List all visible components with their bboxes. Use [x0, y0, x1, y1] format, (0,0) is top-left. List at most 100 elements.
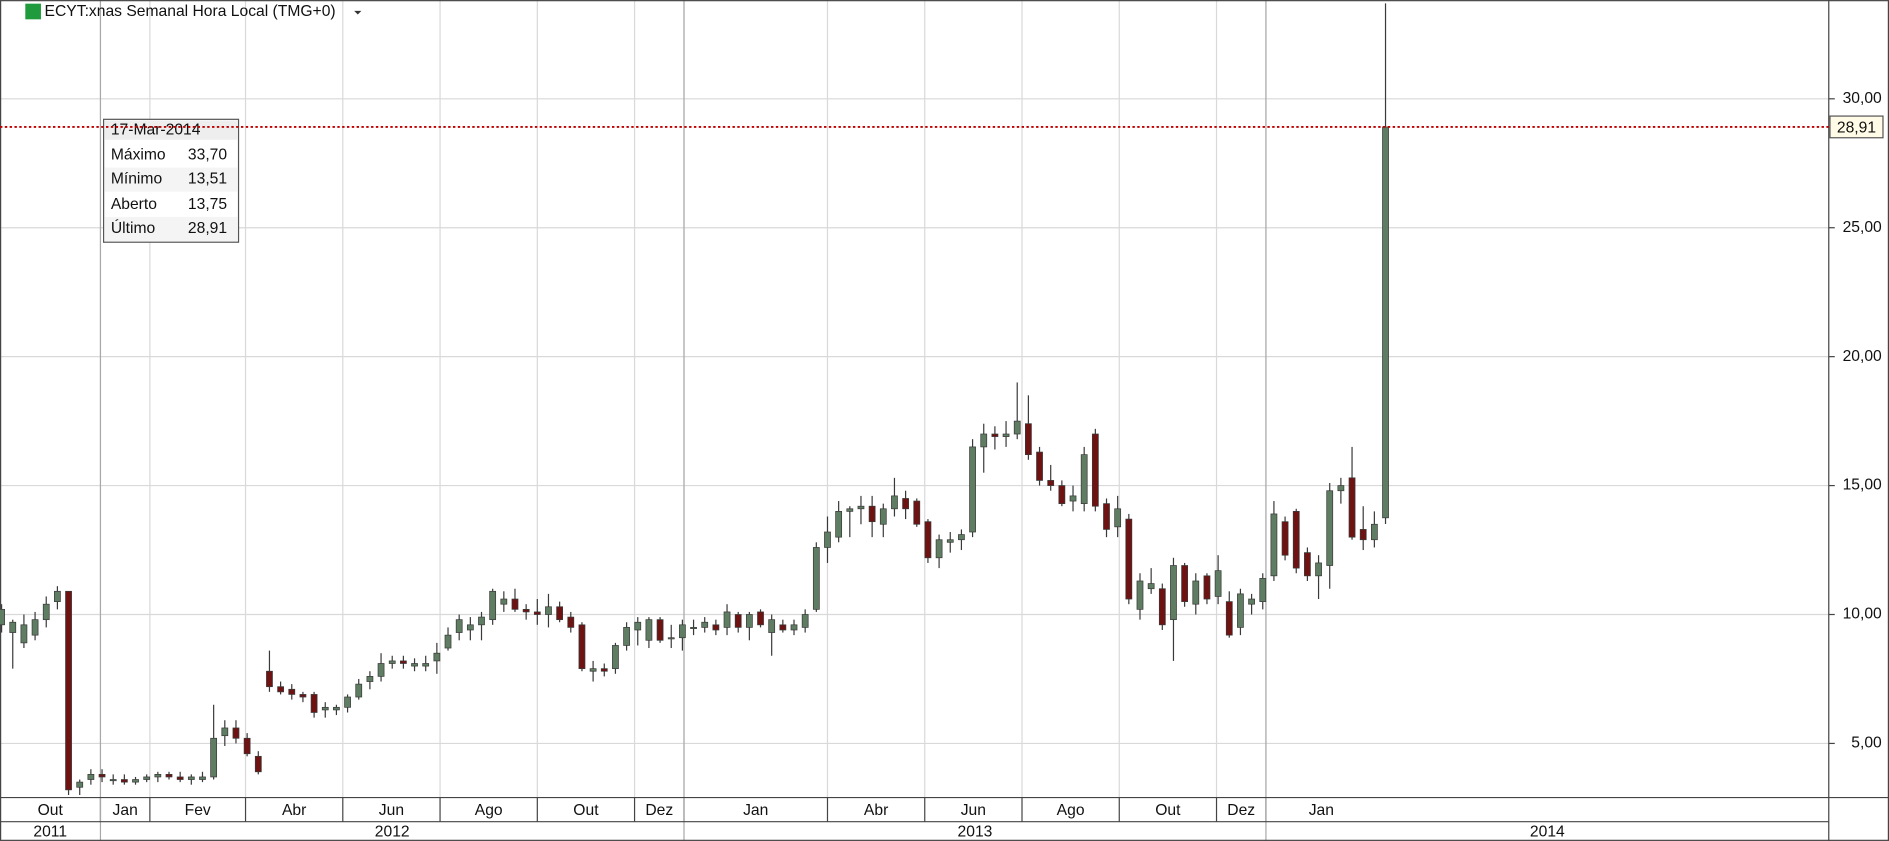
candle-body — [187, 776, 195, 780]
candle-body — [857, 505, 865, 510]
candle-body — [165, 774, 173, 778]
candle-body — [567, 616, 575, 628]
candle-body — [600, 668, 608, 672]
x-tick-label: Jan — [743, 802, 768, 819]
candle-body — [1214, 570, 1222, 597]
candle-body — [310, 694, 318, 713]
candle-body — [433, 652, 441, 662]
x-tick-label: Jan — [1309, 802, 1334, 819]
candle-body — [812, 547, 820, 610]
candle-body — [935, 539, 943, 559]
candle-body — [656, 619, 664, 641]
chart-title[interactable]: ECYT:xnas Semanal Hora Local (TMG+0) — [45, 3, 336, 20]
candle-body — [120, 779, 128, 783]
candle-body — [466, 624, 474, 631]
candle-body — [54, 590, 61, 602]
year-label: 2013 — [958, 824, 993, 841]
tooltip-label: Máximo — [111, 147, 166, 164]
x-tick-label: Out — [1155, 802, 1181, 819]
candle-body — [65, 590, 72, 791]
overlay: ECYT:xnas Semanal Hora Local (TMG+0) 17-… — [0, 3, 1884, 243]
x-tick-label: Jun — [961, 802, 986, 819]
candle-body — [1203, 575, 1211, 600]
candle-body — [333, 706, 340, 711]
candle-body — [176, 776, 184, 780]
x-tick-label: Out — [38, 802, 64, 819]
candle-body — [734, 614, 742, 628]
candle-body — [1114, 508, 1122, 528]
candle-body — [321, 706, 329, 711]
candle-body — [522, 608, 530, 613]
candle-body — [1192, 580, 1200, 605]
candle-body — [1292, 511, 1300, 569]
candle-body — [199, 776, 206, 780]
candle-body — [411, 663, 418, 667]
candle-body — [969, 446, 976, 533]
candle-body — [612, 645, 619, 670]
year-label: 2011 — [33, 824, 67, 841]
candle-body — [623, 627, 630, 646]
candle-body — [132, 779, 139, 783]
y-tick-label: 5,00 — [1851, 735, 1882, 752]
candle-body — [712, 624, 720, 631]
candle-body — [288, 688, 296, 695]
candle-body — [879, 508, 887, 525]
y-tick-label: 30,00 — [1843, 90, 1882, 107]
candle-body — [779, 624, 787, 631]
candle-body — [1069, 495, 1077, 502]
y-tick-label: 20,00 — [1843, 348, 1882, 365]
candle-body — [154, 774, 162, 778]
candle-body — [478, 616, 485, 626]
candle-body — [913, 500, 921, 525]
candle-body — [868, 505, 876, 523]
candle-body — [1080, 454, 1088, 504]
candle-body — [377, 663, 385, 677]
candle-body — [533, 611, 541, 615]
candle-body — [946, 539, 954, 543]
candle-body — [1170, 565, 1177, 621]
x-tick-label: Dez — [1227, 802, 1255, 819]
candle-body — [9, 621, 17, 633]
candle-body — [1315, 562, 1322, 577]
candle-body — [489, 590, 497, 621]
candle-body — [1248, 598, 1255, 605]
tooltip-value: 33,70 — [188, 147, 227, 164]
candle-body — [87, 774, 95, 780]
candle-body — [266, 670, 273, 688]
tooltip-value: 13,51 — [188, 171, 227, 188]
candle-body — [98, 774, 106, 778]
candle-body — [42, 603, 50, 621]
candle-body — [455, 619, 463, 633]
candle-body — [254, 755, 262, 773]
candle-body — [790, 624, 798, 631]
x-tick-label: Out — [573, 802, 599, 819]
candle-body — [891, 495, 898, 510]
candle-body — [444, 634, 452, 649]
candle-body — [344, 696, 351, 708]
candle-body — [1259, 578, 1267, 602]
candle-body — [1225, 601, 1233, 636]
title-dropdown[interactable] — [354, 10, 362, 15]
x-tick-label: Abr — [282, 802, 306, 819]
tooltip-label: Aberto — [111, 196, 157, 213]
candle-body — [690, 627, 697, 629]
candle-body — [1047, 480, 1055, 486]
x-tick-label: Fev — [185, 802, 211, 819]
candle-body — [76, 781, 84, 788]
candle-body — [1281, 521, 1289, 556]
candle-body — [1181, 565, 1189, 602]
tooltip-value: 28,91 — [188, 220, 227, 237]
symbol-icon — [25, 3, 41, 20]
candle-body — [645, 619, 653, 641]
candles — [0, 3, 1389, 795]
tooltip-row-bg — [104, 216, 238, 241]
candle-body — [1013, 420, 1021, 435]
candle-body — [500, 598, 508, 605]
candle-body — [1382, 126, 1389, 519]
candle-body — [991, 433, 999, 437]
candle-body — [1370, 523, 1378, 541]
tooltip-label: Mínimo — [111, 171, 163, 188]
candle-body — [511, 598, 519, 610]
